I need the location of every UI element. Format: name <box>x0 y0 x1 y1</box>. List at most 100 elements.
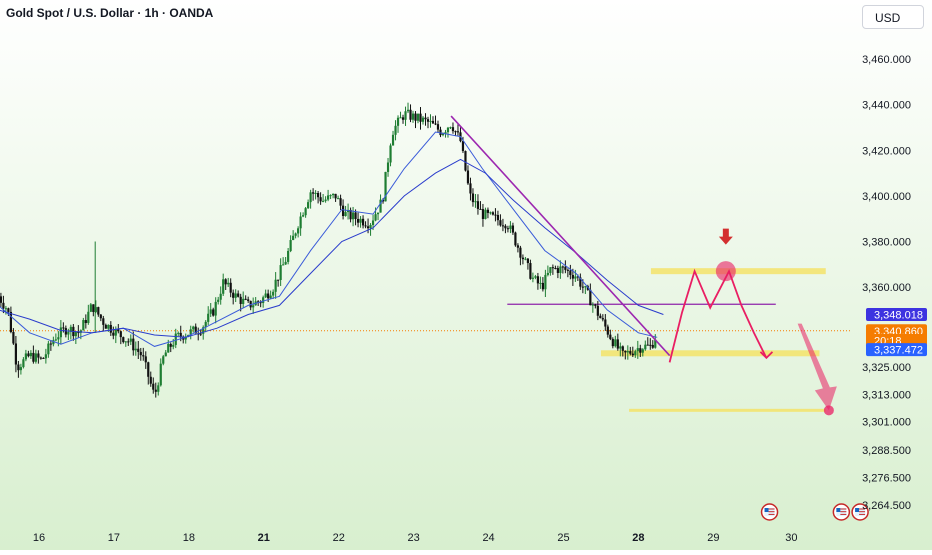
time-tick-label: 21 <box>258 532 270 544</box>
candle-body <box>142 355 145 357</box>
candle-body <box>589 289 592 306</box>
candle-body <box>27 353 30 357</box>
candle-body <box>576 276 579 278</box>
price-tick-label: 3,440.000 <box>862 100 911 112</box>
support-zone[interactable] <box>600 350 820 357</box>
candle <box>237 290 240 298</box>
candle <box>486 207 490 219</box>
candle <box>147 361 150 385</box>
moving-average-slow[interactable] <box>0 158 664 338</box>
candle-body <box>619 346 622 349</box>
candle-body <box>424 117 427 120</box>
candle-body <box>344 212 347 216</box>
candle-body <box>317 193 320 198</box>
candle <box>611 337 614 349</box>
candle <box>569 264 572 280</box>
candle <box>149 371 152 387</box>
candle-body <box>44 354 47 359</box>
candle-body <box>189 329 192 335</box>
candle-body <box>329 195 332 197</box>
candle-body <box>97 307 100 315</box>
candle <box>47 340 50 358</box>
candle <box>184 333 187 344</box>
resistance-zone[interactable] <box>650 268 826 275</box>
candle <box>99 314 102 322</box>
candle <box>314 190 317 200</box>
price-tick-label: 3,460.000 <box>862 54 911 66</box>
candle-body <box>147 362 150 377</box>
us-event-icon[interactable] <box>832 503 851 521</box>
candle-body <box>596 305 599 316</box>
candle <box>12 328 15 345</box>
candle-body <box>244 298 247 300</box>
candle-body <box>521 257 525 260</box>
price-tag: 3,337.472 <box>866 343 927 357</box>
candle-body <box>202 327 205 334</box>
candle-body <box>4 308 8 310</box>
candle <box>456 123 460 136</box>
candle <box>479 201 482 210</box>
candle <box>54 333 57 342</box>
projection-path[interactable] <box>668 268 768 363</box>
candle-body <box>32 352 35 362</box>
candle <box>27 350 30 358</box>
candle <box>514 231 517 247</box>
candle <box>481 203 485 227</box>
candle-body <box>506 228 510 230</box>
candle <box>454 130 457 137</box>
candle-body <box>386 162 390 172</box>
candle <box>364 221 367 229</box>
candle-body <box>604 319 607 327</box>
candle-body <box>104 324 107 329</box>
candle-body <box>287 250 290 262</box>
candle-body <box>164 352 167 357</box>
candle-body <box>649 344 652 346</box>
candle <box>132 331 135 356</box>
candle <box>541 277 544 292</box>
candle <box>649 338 652 350</box>
candle-body <box>302 215 305 217</box>
candle-body <box>536 276 539 284</box>
candle-body <box>259 302 262 304</box>
candle-body <box>369 224 372 229</box>
candle-body <box>644 344 647 350</box>
candle <box>49 340 52 351</box>
candle-body <box>444 132 447 134</box>
resistance-marker[interactable] <box>715 261 736 282</box>
candle <box>264 289 267 299</box>
candle-body <box>242 298 245 304</box>
us-event-icon[interactable] <box>760 503 779 521</box>
candle-body <box>394 125 397 135</box>
candle <box>287 248 290 265</box>
candle-body <box>289 240 292 251</box>
candle <box>556 265 559 279</box>
candle <box>494 208 497 222</box>
candle-body <box>257 301 260 303</box>
price-axis[interactable]: 3,460.000 3,440.000 3,420.000 3,400.000 3,38… <box>862 54 911 512</box>
us-event-icon[interactable] <box>851 503 869 521</box>
target-dot[interactable] <box>823 405 834 416</box>
candle-body <box>616 339 619 349</box>
candle-body <box>112 332 115 336</box>
candle-body <box>102 318 105 325</box>
currency-selector[interactable]: USD <box>862 5 924 29</box>
descending-trendline[interactable] <box>450 115 671 357</box>
candle-body <box>434 123 437 125</box>
candle <box>516 243 520 253</box>
target-arrow[interactable] <box>797 323 837 411</box>
time-axis[interactable]: 16 17 18 21 22 23 24 25 28 29 30 <box>33 532 798 544</box>
plot-area[interactable] <box>0 102 869 521</box>
price-tick-label: 3,380.000 <box>862 237 911 249</box>
candle <box>34 349 37 364</box>
candle <box>466 165 470 185</box>
lower-support-zone[interactable] <box>629 408 826 412</box>
candle-body <box>282 264 285 266</box>
candle <box>646 337 649 346</box>
candle <box>32 345 35 364</box>
candle-body <box>67 331 70 335</box>
candle <box>426 116 430 129</box>
candle-body <box>426 119 430 122</box>
candle-body <box>514 232 517 246</box>
candle <box>304 206 307 218</box>
